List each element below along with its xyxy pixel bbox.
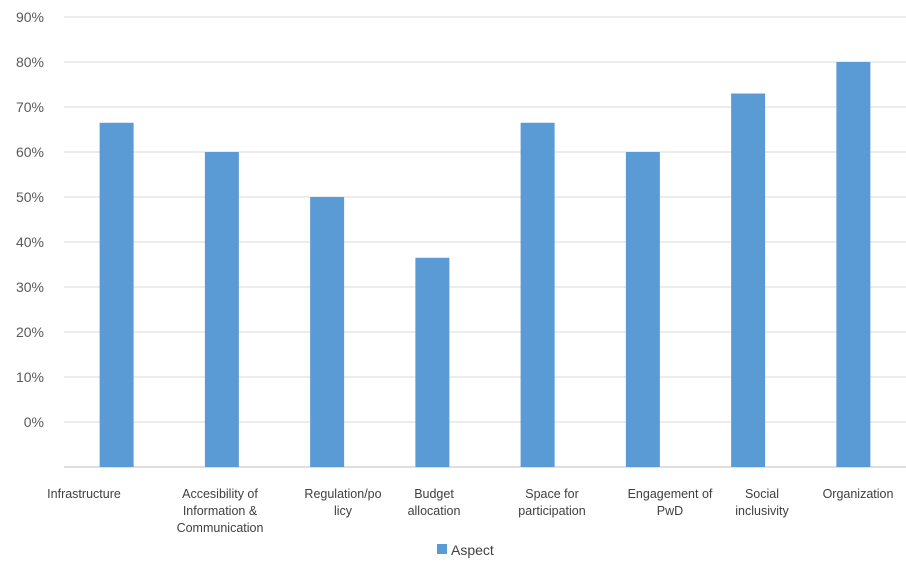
y-tick-label: 70% xyxy=(16,99,44,115)
x-category-label: Accesibility of Information & Communicatio… xyxy=(177,487,264,535)
gridlines xyxy=(64,16,906,468)
legend-swatch-aspect xyxy=(437,544,447,554)
bar xyxy=(415,257,450,467)
legend-label-aspect: Aspect xyxy=(451,542,494,558)
y-tick-label: 10% xyxy=(16,369,44,385)
bar xyxy=(310,197,345,467)
bar xyxy=(836,62,871,467)
x-category-label: Social inclusivity xyxy=(735,487,789,518)
x-category-label: Organization xyxy=(823,487,894,501)
bar xyxy=(99,122,134,467)
y-axis-tick-labels: 90% 80% 70% 60% 50% 40% 30% 20% 10% 0% xyxy=(16,9,44,430)
y-tick-label: 40% xyxy=(16,234,44,250)
y-tick-label: 90% xyxy=(16,9,44,25)
legend: Aspect xyxy=(437,542,494,558)
bar xyxy=(204,152,239,467)
bar xyxy=(520,122,555,467)
x-axis-category-labels: Infrastructure Accesibility of Information… xyxy=(47,487,893,535)
x-category-label: Engagement of PwD xyxy=(628,487,713,518)
y-tick-label: 60% xyxy=(16,144,44,160)
y-tick-label: 0% xyxy=(24,414,44,430)
x-category-label: Infrastructure xyxy=(47,487,121,501)
bar xyxy=(625,152,660,467)
bar xyxy=(731,93,766,467)
y-tick-label: 20% xyxy=(16,324,44,340)
x-category-label: Space for participation xyxy=(518,487,585,518)
y-tick-label: 30% xyxy=(16,279,44,295)
x-category-label: Budget allocation xyxy=(408,487,461,518)
bars xyxy=(99,62,871,467)
x-category-label: Regulation/po licy xyxy=(304,487,381,518)
y-tick-label: 50% xyxy=(16,189,44,205)
y-tick-label: 80% xyxy=(16,54,44,70)
